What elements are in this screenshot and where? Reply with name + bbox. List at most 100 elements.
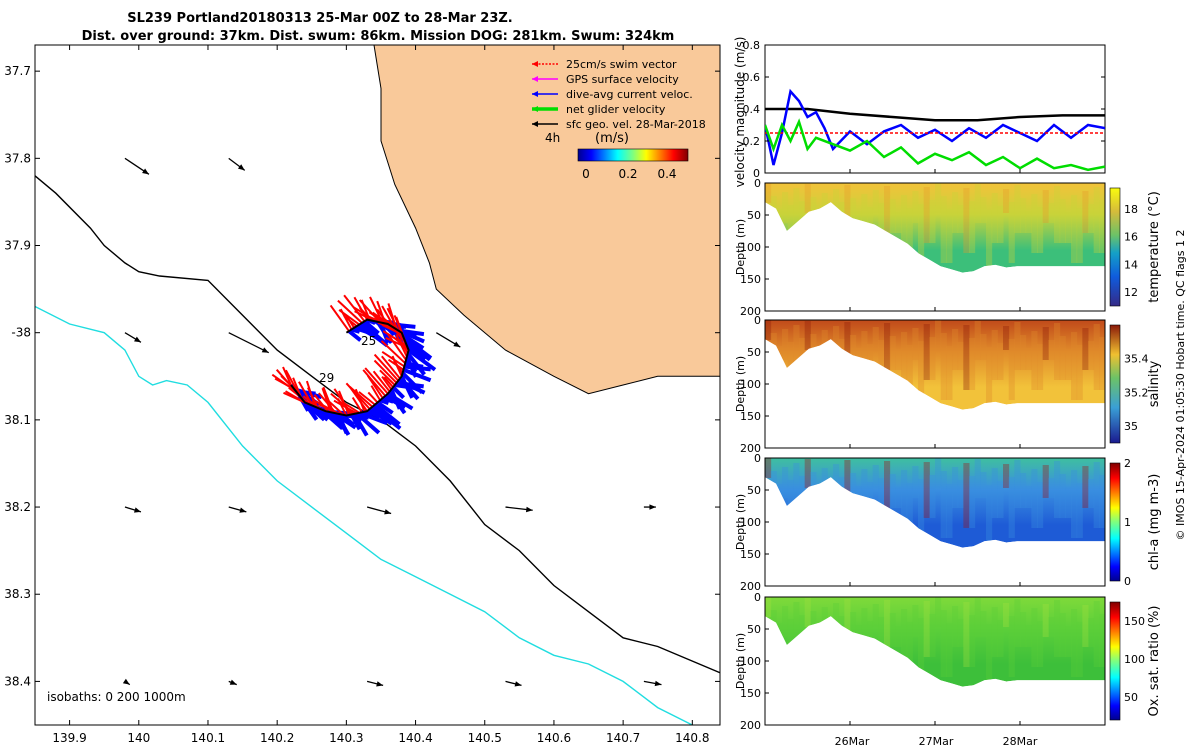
geo-vector-arrow: [124, 332, 142, 343]
section-texture: [1031, 331, 1038, 390]
section-texture: [1082, 328, 1089, 370]
section-texture: [952, 467, 959, 508]
dive-avg-vector: [371, 405, 402, 430]
section-texture: [884, 461, 891, 508]
section-texture: [946, 209, 953, 263]
section-texture: [969, 338, 976, 390]
section-texture: [1059, 474, 1066, 518]
swim-vector: [376, 300, 387, 324]
dive-avg-vector: [339, 412, 356, 427]
section-texture: [991, 468, 998, 518]
section-texture: [918, 341, 925, 410]
section-texture: [872, 190, 879, 213]
section-texture: [861, 469, 868, 518]
section-texture: [1037, 344, 1044, 390]
swim-vector: [364, 367, 389, 395]
section-texture: [1020, 473, 1027, 508]
section-texture: [1042, 604, 1049, 637]
section-texture: [1082, 466, 1089, 508]
depth-tick: 50: [747, 209, 761, 222]
section-texture: [1008, 616, 1015, 677]
map-y-tick: 37.7: [4, 64, 31, 78]
geo-vector-arrow: [505, 680, 522, 687]
geo-vector-arrow: [122, 678, 131, 686]
credit-text: © IMOS 15-Apr-2024 01:05:30 Hobart time.…: [1174, 230, 1187, 541]
section-texture: [850, 335, 857, 360]
dive-avg-vector: [379, 398, 390, 405]
section-texture: [804, 598, 811, 627]
section-texture: [940, 471, 947, 538]
section-texture: [980, 472, 987, 498]
section-texture: [1037, 207, 1044, 253]
section-texture: [765, 458, 772, 478]
section-texture: [1014, 322, 1021, 370]
section-texture: [793, 463, 800, 518]
section-texture: [1071, 609, 1078, 677]
colorbar-tick: 18: [1124, 203, 1138, 216]
section-texture: [974, 598, 981, 637]
section-texture: [1048, 478, 1055, 498]
swim-vector: [348, 385, 373, 408]
section-colorbar: [1109, 324, 1121, 444]
map-x-axis: 139.9 140 140.1 140.2 140.3 140.4 140.5 140.6 14…: [52, 45, 710, 745]
section-texture: [895, 349, 902, 370]
section-texture: [895, 626, 902, 647]
section-texture: [804, 321, 811, 350]
depth-tick: 200: [740, 580, 761, 593]
depth-ylabel: Depth (m): [734, 633, 747, 689]
swim-vector: [337, 299, 363, 324]
velocity-y-tick: 0.2: [743, 135, 761, 148]
map-x-tick: 140.1: [191, 731, 225, 745]
geo-vector-arrow: [228, 332, 270, 354]
day-label-25: 25: [361, 334, 376, 348]
section-texture: [1099, 200, 1105, 253]
section-texture: [889, 474, 896, 508]
section-texture: [1088, 479, 1095, 508]
depth-tick: 50: [747, 484, 761, 497]
geo-vector-arrow: [366, 680, 384, 687]
velocity-y-axis: 0 0.2 0.4 0.6 0.8: [743, 39, 1105, 180]
svg-text:GPS surface velocity: GPS surface velocity: [566, 73, 679, 86]
velocity-y-tick: 0.6: [743, 71, 761, 84]
dive-avg-vector: [389, 388, 402, 410]
section-texture: [1025, 211, 1032, 233]
time-tick-26mar: 26Mar: [835, 735, 870, 748]
section-texture: [963, 325, 970, 390]
section-texture: [940, 196, 947, 263]
section-texture: [906, 208, 913, 253]
swim-vector-swath: [271, 294, 410, 416]
section-texture: [861, 608, 868, 657]
section-texture: [1071, 332, 1078, 400]
section-texture: [952, 329, 959, 370]
dive-avg-vector: [352, 412, 369, 437]
section-texture: [1071, 195, 1078, 263]
section-texture: [1003, 189, 1010, 213]
section-texture: [974, 459, 981, 498]
section-texture: [1065, 349, 1072, 380]
section-texture: [861, 331, 868, 380]
section-texture: [1099, 614, 1105, 667]
section-colorbar: [1109, 462, 1121, 582]
section-texture: [918, 204, 925, 273]
section-texture: [1014, 460, 1021, 508]
section-texture: [850, 198, 857, 223]
section-texture: [1014, 185, 1021, 233]
swim-vector: [385, 336, 409, 349]
isobaths-label: isobaths: 0 200 1000m: [47, 690, 186, 704]
section-texture: [906, 622, 913, 667]
section-texture: [935, 458, 942, 488]
sfc-geo-velocity-vectors: [122, 157, 662, 687]
dive-avg-vector: [347, 329, 362, 342]
dive-avg-vector: [391, 385, 406, 400]
section-texture: [1059, 613, 1066, 657]
swim-vector: [381, 350, 405, 368]
section-texture: [1031, 194, 1038, 253]
section-texture: [1048, 617, 1055, 637]
section-texture: [1071, 470, 1078, 538]
section-texture: [884, 186, 891, 233]
legend-item: 25cm/s swim vector: [532, 58, 677, 71]
swim-vector: [382, 330, 408, 347]
section-texture: [969, 201, 976, 253]
